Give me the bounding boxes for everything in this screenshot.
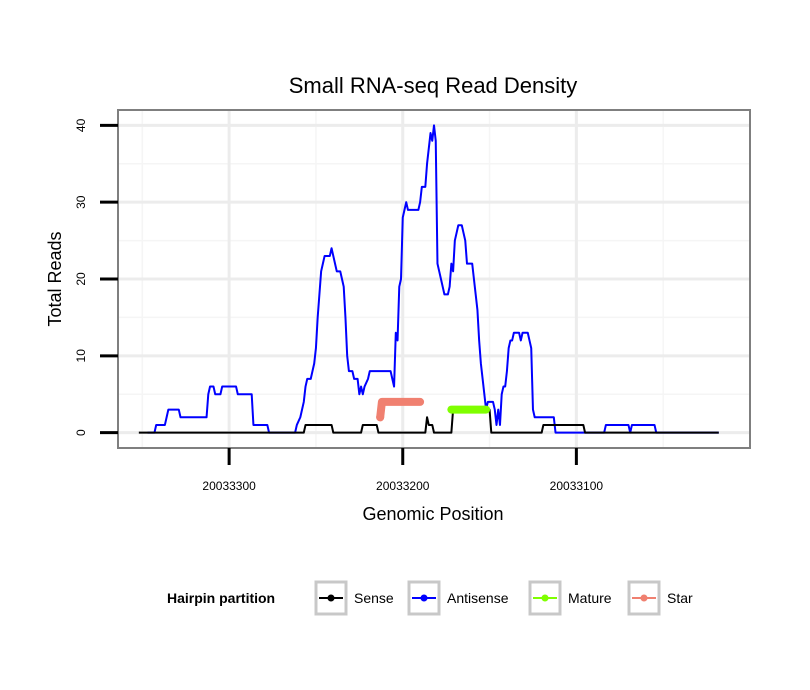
legend-key-point bbox=[541, 594, 549, 602]
x-tick-label: 20033300 bbox=[202, 479, 256, 493]
series-line-star bbox=[376, 397, 425, 422]
legend-label: Antisense bbox=[447, 590, 509, 606]
legend-label: Sense bbox=[354, 590, 394, 606]
series-line-antisense bbox=[147, 124, 719, 434]
legend-key-point bbox=[327, 594, 335, 602]
legend-title: Hairpin partition bbox=[167, 590, 275, 606]
legend-key-point bbox=[640, 594, 648, 602]
y-tick-label: 40 bbox=[74, 118, 88, 132]
legend-entries: Sense Antisense Mature Star bbox=[314, 580, 693, 616]
y-tick-label: 30 bbox=[74, 195, 88, 209]
x-tick-label: 20033100 bbox=[550, 479, 604, 493]
legend-entry-mature: Mature bbox=[528, 580, 612, 616]
y-axis-title: Total Reads bbox=[45, 231, 65, 326]
legend-label: Mature bbox=[568, 590, 612, 606]
x-axis: 20033300 20033200 20033100 bbox=[202, 448, 603, 493]
plot-panel bbox=[117, 109, 751, 449]
legend-label: Star bbox=[667, 590, 693, 606]
series-point-star bbox=[376, 413, 385, 422]
legend-key-point bbox=[420, 594, 428, 602]
legend: Hairpin partition Sense Antisense Mature St… bbox=[167, 580, 693, 616]
chart-title: Small RNA-seq Read Density bbox=[289, 73, 578, 98]
y-tick-label: 0 bbox=[74, 429, 88, 436]
series-layer bbox=[138, 124, 719, 434]
y-tick-label: 20 bbox=[74, 272, 88, 286]
y-tick-label: 10 bbox=[74, 349, 88, 363]
series-line-sense bbox=[138, 408, 719, 434]
legend-entry-star: Star bbox=[627, 580, 693, 616]
x-axis-title: Genomic Position bbox=[362, 504, 503, 524]
legend-entry-sense: Sense bbox=[314, 580, 394, 616]
x-tick-label: 20033200 bbox=[376, 479, 430, 493]
legend-entry-antisense: Antisense bbox=[407, 580, 509, 616]
grid-lines bbox=[118, 110, 750, 448]
y-axis: 0 10 20 30 40 bbox=[74, 118, 118, 436]
